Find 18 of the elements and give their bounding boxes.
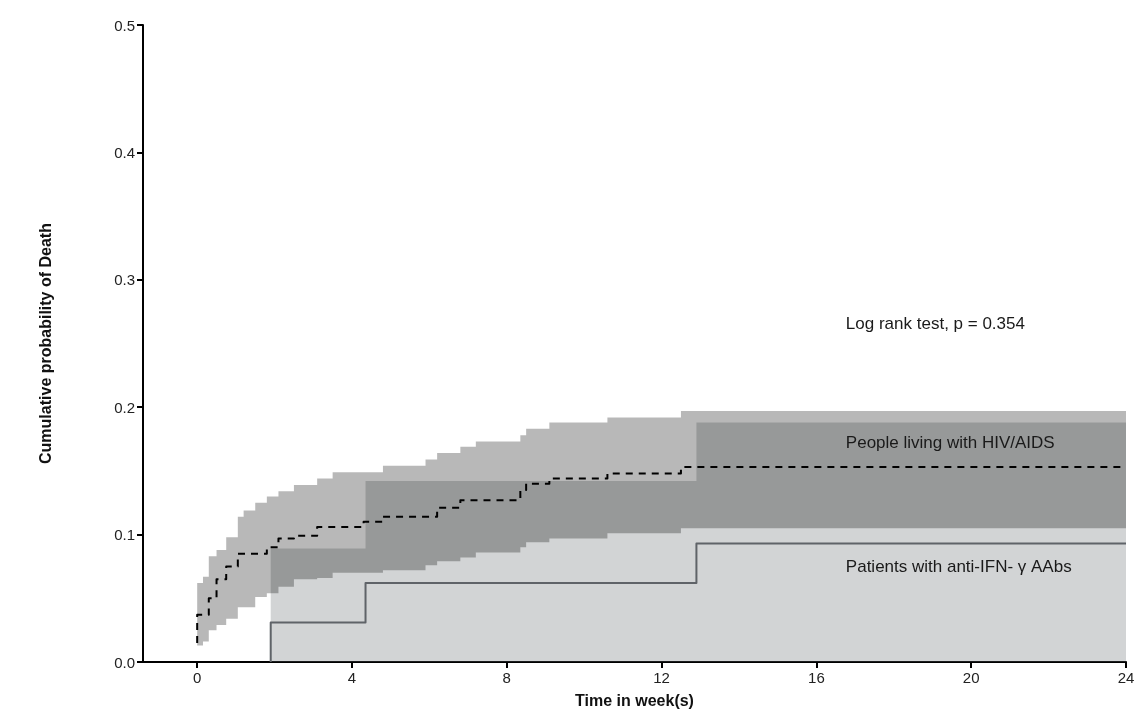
y-tick-label: 0.2 bbox=[114, 398, 135, 416]
y-tick-label: 0.1 bbox=[114, 526, 135, 544]
series-label: Patients with anti-IFN- γ AAbs bbox=[845, 556, 1072, 576]
x-axis-title: Time in week(s) bbox=[575, 691, 694, 709]
x-tick-label: 24 bbox=[1117, 669, 1135, 686]
series-label: People living with HIV/AIDS bbox=[845, 433, 1055, 453]
x-tick-label: 4 bbox=[347, 669, 357, 686]
y-axis-title: Cumulative probability of Death bbox=[36, 223, 54, 464]
y-tick-label: 0.3 bbox=[114, 271, 135, 289]
x-tick-label: 16 bbox=[808, 669, 825, 686]
y-tick-label: 0.4 bbox=[114, 143, 135, 161]
annotation: Log rank test, p = 0.354 bbox=[845, 313, 1025, 333]
x-tick-label: 8 bbox=[502, 669, 511, 686]
x-tick-label: 0 bbox=[193, 669, 202, 686]
x-tick-label: 20 bbox=[962, 669, 980, 686]
x-tick-label: 12 bbox=[653, 669, 670, 686]
y-tick-label: 0.0 bbox=[114, 653, 135, 671]
y-tick-label: 0.5 bbox=[114, 16, 135, 34]
